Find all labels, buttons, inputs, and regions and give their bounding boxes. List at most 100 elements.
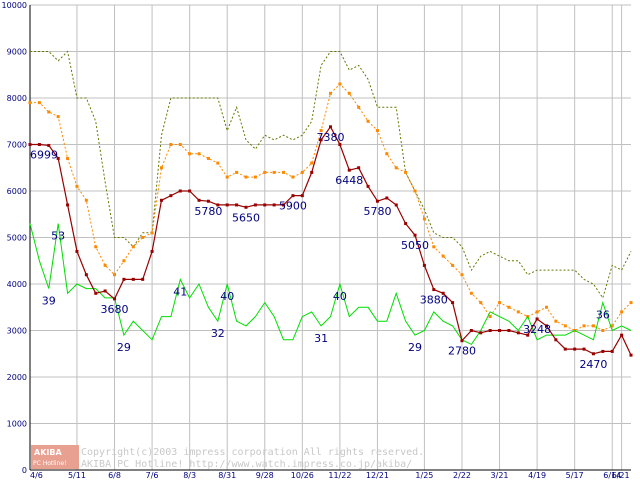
point-price bbox=[94, 291, 98, 295]
price-data-label: 6448 bbox=[335, 174, 363, 187]
point-price bbox=[629, 353, 633, 357]
x-tick-label: 7/6 bbox=[146, 471, 159, 480]
point-price bbox=[582, 347, 586, 351]
point-price bbox=[28, 143, 32, 147]
point-price bbox=[432, 288, 436, 292]
data-labels: 6999 7380 6448 5780 5650 5900 5780 5050 3880 2780… bbox=[30, 131, 610, 371]
point-price bbox=[488, 329, 492, 332]
green-data-label: 29 bbox=[117, 341, 131, 354]
price-data-label: 2780 bbox=[448, 345, 476, 358]
point-orange bbox=[291, 175, 295, 179]
point-orange bbox=[131, 245, 135, 249]
point-orange bbox=[47, 110, 51, 114]
point-price bbox=[573, 347, 577, 351]
point-price bbox=[84, 273, 88, 277]
x-tick-label: 1/25 bbox=[415, 471, 433, 480]
point-orange bbox=[103, 263, 107, 267]
point-orange bbox=[620, 310, 624, 314]
url-text: AKIBA PC Hotline! http://www.watch.impre… bbox=[81, 459, 412, 470]
point-price bbox=[282, 203, 286, 207]
point-price bbox=[272, 203, 276, 207]
point-price bbox=[141, 277, 145, 281]
point-price bbox=[375, 199, 379, 203]
y-tick-label: 0 bbox=[22, 466, 27, 475]
y-tick-label: 8000 bbox=[7, 94, 27, 103]
point-orange bbox=[56, 115, 60, 119]
price-data-label: 3248 bbox=[523, 323, 551, 336]
point-price bbox=[178, 189, 182, 193]
price-data-label: 7380 bbox=[317, 131, 345, 144]
point-price bbox=[103, 289, 107, 293]
point-price bbox=[516, 331, 520, 335]
x-tick-label: 6/14 bbox=[603, 471, 621, 480]
point-orange bbox=[591, 324, 595, 328]
x-tick-label: 11/22 bbox=[328, 471, 351, 480]
point-orange bbox=[66, 156, 70, 160]
y-tick-label: 9000 bbox=[7, 48, 27, 57]
point-price bbox=[225, 203, 229, 207]
point-price bbox=[413, 233, 417, 237]
point-price bbox=[366, 184, 370, 188]
point-orange bbox=[310, 161, 314, 165]
point-orange bbox=[498, 301, 502, 305]
point-price bbox=[206, 199, 210, 203]
point-orange bbox=[244, 175, 248, 179]
point-orange bbox=[253, 175, 257, 179]
point-orange bbox=[319, 129, 323, 133]
point-price bbox=[601, 349, 605, 353]
point-price bbox=[469, 329, 473, 332]
point-orange bbox=[629, 301, 633, 305]
x-tick-label: 5/17 bbox=[566, 471, 584, 480]
point-orange bbox=[178, 143, 182, 146]
point-price bbox=[385, 196, 389, 200]
point-orange bbox=[554, 319, 558, 323]
green-data-label: 29 bbox=[408, 341, 422, 354]
point-price bbox=[404, 222, 408, 226]
point-orange bbox=[338, 82, 342, 86]
point-orange bbox=[563, 324, 567, 328]
point-orange bbox=[347, 91, 351, 95]
point-price bbox=[554, 338, 558, 342]
price-data-label: 5900 bbox=[279, 200, 307, 213]
point-orange bbox=[300, 170, 304, 174]
point-orange bbox=[582, 324, 586, 328]
logo-box bbox=[31, 445, 79, 469]
point-price bbox=[188, 189, 192, 193]
series-line-orange bbox=[30, 83, 632, 332]
point-orange bbox=[413, 189, 417, 193]
point-price bbox=[253, 203, 257, 207]
point-price bbox=[338, 143, 342, 146]
point-orange bbox=[197, 152, 201, 156]
point-orange bbox=[272, 170, 276, 174]
price-data-label: 5780 bbox=[363, 205, 391, 218]
point-orange bbox=[385, 152, 389, 156]
y-tick-label: 6000 bbox=[7, 187, 27, 196]
point-orange bbox=[169, 143, 173, 146]
point-price bbox=[347, 168, 351, 172]
series-line-olive bbox=[30, 50, 632, 300]
point-price bbox=[610, 349, 614, 353]
point-price bbox=[300, 194, 304, 198]
point-orange bbox=[479, 301, 483, 305]
point-price bbox=[150, 249, 154, 253]
point-price bbox=[498, 329, 502, 332]
y-tick-label: 7000 bbox=[7, 141, 27, 150]
price-data-label: 5650 bbox=[232, 211, 260, 224]
point-price bbox=[507, 329, 511, 332]
green-data-label: 53 bbox=[51, 230, 65, 243]
point-orange bbox=[394, 166, 398, 170]
point-orange bbox=[535, 310, 539, 314]
point-orange bbox=[329, 91, 332, 95]
point-price bbox=[394, 203, 398, 207]
point-orange bbox=[507, 305, 511, 309]
point-orange bbox=[188, 152, 192, 156]
point-price bbox=[479, 331, 483, 335]
y-tick-label: 3000 bbox=[7, 327, 27, 336]
y-tick-label: 4000 bbox=[7, 280, 27, 289]
point-price bbox=[216, 203, 220, 207]
x-tick-label: 8/31 bbox=[218, 471, 236, 480]
price-data-label: 3880 bbox=[420, 294, 448, 307]
green-data-label: 32 bbox=[211, 327, 225, 340]
point-price bbox=[263, 203, 267, 207]
point-orange bbox=[544, 305, 548, 309]
